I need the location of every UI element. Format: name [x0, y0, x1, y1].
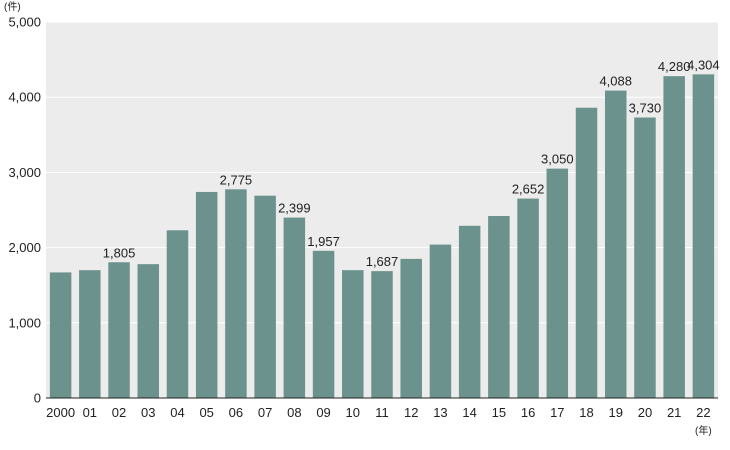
- bars: [49, 74, 715, 399]
- x-tick-label: 10: [346, 405, 360, 420]
- bar-14: [458, 225, 481, 398]
- y-tick-label: 0: [34, 391, 41, 406]
- bar-17: [546, 168, 569, 398]
- bar-07: [254, 195, 276, 398]
- x-tick-label: 03: [141, 405, 155, 420]
- y-tick-label: 1,000: [8, 315, 41, 330]
- data-label: 4,280: [658, 59, 691, 74]
- x-axis-unit: (年): [695, 424, 712, 437]
- data-label: 4,088: [599, 74, 632, 89]
- x-tick-label: 14: [462, 405, 476, 420]
- bar-18: [575, 107, 598, 398]
- x-tick-label: 21: [667, 405, 681, 420]
- bar-19: [604, 90, 627, 398]
- x-axis-ticks: 2000 01 02 03 04 05 06 07 08 09 10 11 12 13 14 15 16 17 18…: [46, 405, 710, 420]
- y-tick-label: 5,000: [8, 15, 41, 30]
- x-tick-label: 13: [433, 405, 447, 420]
- data-label: 2,775: [220, 172, 253, 187]
- bar-05: [195, 191, 218, 398]
- x-tick-label: 06: [229, 405, 243, 420]
- x-tick-label: 02: [112, 405, 126, 420]
- data-label: 2,399: [278, 201, 311, 216]
- x-tick-label: 05: [199, 405, 213, 420]
- bar-04: [166, 230, 189, 398]
- x-tick-label: 2000: [46, 405, 75, 420]
- bar-09: [312, 250, 335, 398]
- x-tick-label: 17: [550, 405, 564, 420]
- bar-03: [137, 264, 160, 398]
- x-tick-label: 20: [638, 405, 652, 420]
- data-label: 2,652: [512, 182, 545, 197]
- x-tick-label: 09: [316, 405, 330, 420]
- bar-11: [371, 271, 393, 398]
- bar-21: [663, 76, 685, 399]
- data-label: 1,957: [307, 234, 340, 249]
- bar-22: [692, 74, 715, 398]
- y-tick-label: 2,000: [8, 240, 41, 255]
- x-tick-label: 11: [375, 405, 389, 420]
- bar-10: [342, 270, 364, 398]
- x-tick-label: 16: [521, 405, 535, 420]
- x-tick-label: 19: [609, 405, 623, 420]
- bar-2000: [49, 272, 72, 398]
- bar-15: [488, 216, 510, 398]
- y-tick-label: 3,000: [8, 165, 41, 180]
- x-tick-label: 07: [258, 405, 272, 420]
- data-label: 1,805: [103, 245, 136, 260]
- x-tick-label: 22: [696, 405, 710, 420]
- x-tick-label: 04: [170, 405, 184, 420]
- bar-16: [517, 198, 539, 398]
- x-tick-label: 18: [579, 405, 593, 420]
- y-axis-unit: (件): [4, 1, 21, 13]
- bar-08: [283, 217, 306, 398]
- bar-13: [429, 244, 452, 398]
- bar-06: [225, 189, 247, 398]
- bar-12: [400, 258, 422, 398]
- y-axis-ticks: 0 1,000 2,000 3,000 4,000 5,000: [8, 15, 41, 406]
- x-tick-label: 01: [83, 405, 97, 420]
- bar-01: [79, 270, 101, 398]
- data-label: 3,730: [629, 101, 662, 116]
- x-tick-label: 12: [404, 405, 418, 420]
- data-label: 3,050: [541, 152, 574, 167]
- x-tick-label: 08: [287, 405, 301, 420]
- data-label: 4,304: [687, 57, 720, 72]
- y-tick-label: 4,000: [8, 90, 41, 105]
- data-labels: 1,805 2,775 2,399 1,957 1,687 2,652 3,050 4,088…: [103, 57, 720, 269]
- x-tick-label: 15: [492, 405, 506, 420]
- bar-02: [108, 262, 130, 398]
- data-label: 1,687: [366, 254, 399, 269]
- bar-20: [634, 117, 656, 398]
